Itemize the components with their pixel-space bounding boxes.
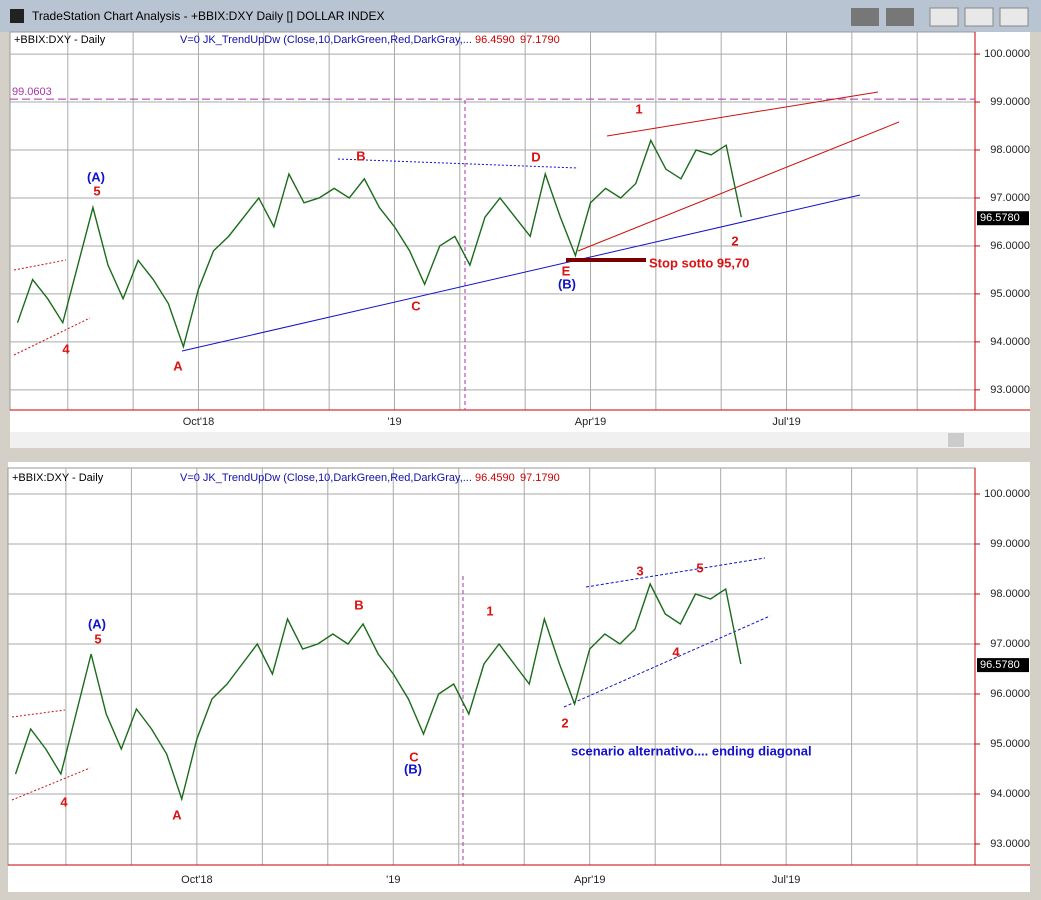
wave-label: Stop sotto 95,70 xyxy=(649,255,749,270)
x-tick-label: '19 xyxy=(386,874,400,886)
wave-label: 4 xyxy=(60,794,68,809)
y-tick-label: 99.0000 xyxy=(990,96,1030,108)
wave-label: 4 xyxy=(62,341,70,356)
wave-label: 5 xyxy=(93,183,100,198)
plot-area xyxy=(9,31,976,411)
wave-label: C xyxy=(411,298,421,313)
wave-label: (A) xyxy=(88,616,106,631)
window-buttons xyxy=(851,7,1029,27)
wave-label: (A) xyxy=(87,169,105,184)
trendline xyxy=(585,557,766,588)
scroll-thumb[interactable] xyxy=(948,433,964,447)
wave-label: E xyxy=(562,263,571,278)
indicator-value: 97.1790 xyxy=(520,34,560,46)
wave-label: 1 xyxy=(635,101,642,116)
x-tick-label: Apr'19 xyxy=(574,874,605,886)
wave-label: A xyxy=(172,807,182,822)
price-line xyxy=(16,138,742,350)
last-price-box xyxy=(977,658,1029,673)
x-tick-label: Apr'19 xyxy=(575,416,606,428)
indicator-label: V=0 JK_TrendUpDw (Close,10,DarkGreen,Red… xyxy=(180,472,472,484)
indicator-label: V=0 JK_TrendUpDw (Close,10,DarkGreen,Red… xyxy=(180,34,472,46)
wave-label: 1 xyxy=(486,603,493,618)
x-tick-label: Jul'19 xyxy=(772,416,800,428)
maximize[interactable] xyxy=(964,7,994,27)
symbol-label: +BBIX:DXY - Daily xyxy=(14,34,106,46)
y-tick-label: 97.0000 xyxy=(990,638,1030,650)
reference-label: 99.0603 xyxy=(12,86,52,98)
y-tick-label: 96.0000 xyxy=(990,688,1030,700)
wave-label: 5 xyxy=(696,560,703,575)
x-tick-label: Jul'19 xyxy=(772,874,800,886)
price-line xyxy=(14,582,742,802)
y-tick-label: 100.0000 xyxy=(984,488,1030,500)
wave-label: B xyxy=(354,597,363,612)
wave-label: 3 xyxy=(636,563,643,578)
scrollbar[interactable] xyxy=(10,432,1030,448)
button[interactable] xyxy=(886,8,914,26)
trendline xyxy=(181,194,861,352)
plot-area xyxy=(7,467,976,866)
y-tick-label: 98.0000 xyxy=(990,588,1030,600)
wave-label: (B) xyxy=(558,276,576,291)
wave-label: scenario alternativo.... ending diagonal xyxy=(571,743,812,758)
trendline xyxy=(11,709,66,718)
indicator-value: 96.4590 xyxy=(475,472,515,484)
y-tick-label: 95.0000 xyxy=(990,738,1030,750)
trendline xyxy=(563,615,771,708)
wave-label: A xyxy=(173,358,183,373)
minimize[interactable] xyxy=(929,7,959,27)
y-tick-label: 98.0000 xyxy=(990,144,1030,156)
wave-label: C xyxy=(409,749,419,764)
y-tick-label: 97.0000 xyxy=(990,192,1030,204)
y-tick-label: 94.0000 xyxy=(990,336,1030,348)
wave-label: 2 xyxy=(731,233,738,248)
symbol-label: +BBIX:DXY - Daily xyxy=(12,472,104,484)
wave-label: 5 xyxy=(94,631,101,646)
last-price-box xyxy=(977,211,1029,226)
app-icon xyxy=(10,9,24,23)
last-price-label: 96.5780 xyxy=(980,212,1020,224)
indicator-value: 97.1790 xyxy=(520,472,560,484)
x-tick-label: Oct'18 xyxy=(183,416,214,428)
last-price-label: 96.5780 xyxy=(980,659,1020,671)
trendline xyxy=(13,259,67,271)
y-tick-label: 96.0000 xyxy=(990,240,1030,252)
y-tick-label: 99.0000 xyxy=(990,538,1030,550)
y-tick-label: 100.0000 xyxy=(984,48,1030,60)
indicator-value: 96.4590 xyxy=(475,34,515,46)
trendline xyxy=(337,158,579,169)
wave-label: B xyxy=(356,148,365,163)
trendline xyxy=(577,121,900,252)
window-title: TradeStation Chart Analysis - +BBIX:DXY … xyxy=(32,9,384,23)
x-tick-label: '19 xyxy=(387,416,401,428)
wave-label: 4 xyxy=(672,644,680,659)
y-tick-label: 93.0000 xyxy=(990,838,1030,850)
y-tick-label: 95.0000 xyxy=(990,288,1030,300)
wave-label: (B) xyxy=(404,761,422,776)
wave-label: 2 xyxy=(561,715,568,730)
button[interactable] xyxy=(851,8,879,26)
close[interactable] xyxy=(999,7,1029,27)
wave-label: D xyxy=(531,149,540,164)
x-tick-label: Oct'18 xyxy=(181,874,212,886)
y-tick-label: 93.0000 xyxy=(990,384,1030,396)
trendline xyxy=(606,91,879,137)
y-tick-label: 94.0000 xyxy=(990,788,1030,800)
